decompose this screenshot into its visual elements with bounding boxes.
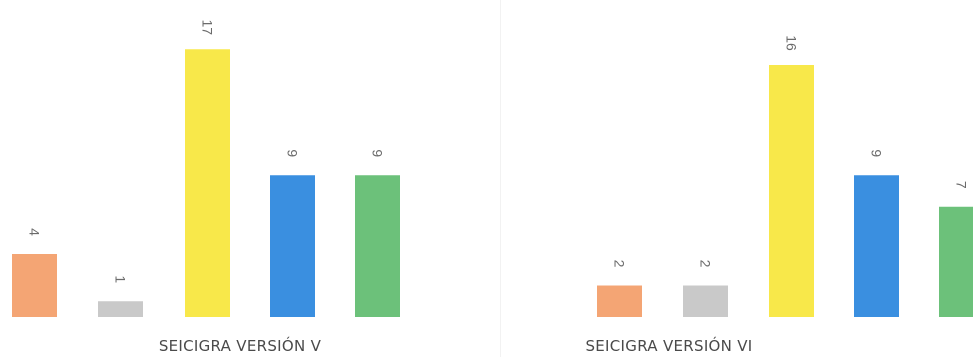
data-label-4: 9 — [285, 149, 301, 157]
data-label-2: 1 — [113, 275, 129, 283]
data-label-2: 2 — [698, 260, 714, 268]
bar-1 — [597, 285, 642, 317]
bar-5 — [355, 175, 400, 317]
bar-5 — [939, 206, 973, 317]
bar-4 — [854, 175, 899, 317]
bar-2 — [683, 285, 728, 317]
data-label-3: 17 — [200, 19, 216, 35]
bar-3 — [185, 49, 230, 317]
data-label-1: 4 — [27, 228, 43, 236]
bar-4 — [270, 175, 315, 317]
data-label-4: 9 — [869, 149, 885, 157]
chart-title: SEICIGRA VERSIÓN V — [159, 336, 322, 355]
chart-panel-2: 2 2 16 9 7 SEICIGRA VERSIÓN VI — [585, 35, 973, 355]
bar-1 — [12, 254, 57, 317]
panel-divider — [500, 0, 501, 357]
data-label-5: 9 — [370, 149, 386, 157]
chart-title: SEICIGRA VERSIÓN VI — [585, 336, 752, 355]
bar-3 — [769, 65, 814, 317]
data-label-3: 16 — [784, 35, 800, 51]
chart-panel-1: 4 1 17 9 9 SEICIGRA VERSIÓN V — [12, 19, 400, 355]
data-label-5: 7 — [954, 181, 970, 189]
data-label-1: 2 — [612, 260, 628, 268]
bar-2 — [98, 301, 143, 317]
